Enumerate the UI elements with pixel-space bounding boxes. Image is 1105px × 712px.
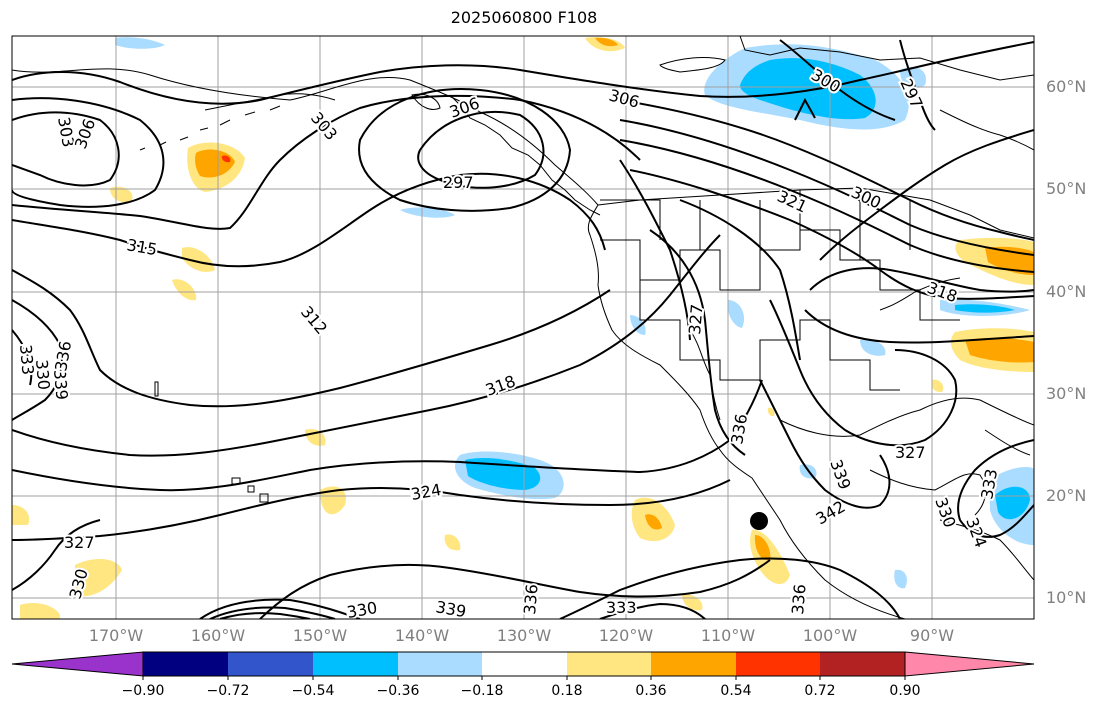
contour-label: 327 (685, 303, 707, 335)
colorbar-tick-label: −0.90 (121, 683, 165, 699)
lat-label: 30°N (1046, 384, 1087, 403)
cyan-region-canada (740, 58, 876, 120)
lon-label: 140°W (394, 626, 450, 645)
contour-label: 336 (520, 583, 542, 615)
colorbar-tick-label: 0.90 (889, 683, 921, 699)
colorbar-tick-label: −0.18 (460, 683, 504, 699)
colorbar-tick-label: 0.18 (551, 683, 583, 699)
lat-label: 20°N (1046, 486, 1087, 505)
map-frame (11, 35, 1035, 620)
lon-label: 150°W (292, 626, 348, 645)
lon-label: 160°W (190, 626, 246, 645)
colorbar-bin (143, 652, 228, 676)
contour-label: 333 (606, 598, 637, 617)
lon-label: 170°W (88, 626, 144, 645)
coastlines (12, 36, 1034, 619)
contour-label: 327 (895, 443, 926, 462)
lat-label: 40°N (1046, 282, 1087, 301)
colorbar-bin (482, 652, 567, 676)
colorbar-tick-label: 0.54 (720, 683, 752, 699)
colorbar-tick-label: −0.54 (291, 683, 335, 699)
contour-label: 339 (50, 369, 72, 401)
colorbar-extend-high (904, 651, 1035, 677)
contour-label: 330 (32, 359, 54, 391)
colorbar-bin (736, 652, 820, 676)
colorbar-tick-label: −0.36 (376, 683, 420, 699)
lon-label: 90°W (909, 626, 955, 645)
station-marker (750, 512, 768, 530)
colorbar (11, 651, 1035, 680)
lon-label: 120°W (598, 626, 654, 645)
map-title: 2025060800 F108 (450, 8, 598, 27)
height-contours (12, 39, 1034, 619)
colorbar-bin (651, 652, 736, 676)
colorbar-tick-label: 0.72 (804, 683, 836, 699)
colorbar-extend-low (11, 651, 144, 677)
colorbar-bin (398, 652, 482, 676)
contour-label: 327 (64, 533, 95, 552)
colorbar-tick-label: −0.72 (206, 683, 250, 699)
colorbar-bin (313, 652, 398, 676)
colorbar-bin (228, 652, 313, 676)
plot-area (12, 36, 1034, 619)
contour-label: 336 (788, 583, 810, 615)
lon-label: 100°W (802, 626, 858, 645)
lat-label: 10°N (1046, 588, 1087, 607)
colorbar-bin (820, 652, 905, 676)
lat-label: 50°N (1046, 179, 1087, 198)
colorbar-tick-label: 0.36 (635, 683, 667, 699)
contour-label: 297 (443, 173, 474, 192)
lon-label: 130°W (496, 626, 552, 645)
lat-label: 60°N (1046, 77, 1087, 96)
colorbar-bin (567, 652, 651, 676)
lon-label: 110°W (700, 626, 756, 645)
